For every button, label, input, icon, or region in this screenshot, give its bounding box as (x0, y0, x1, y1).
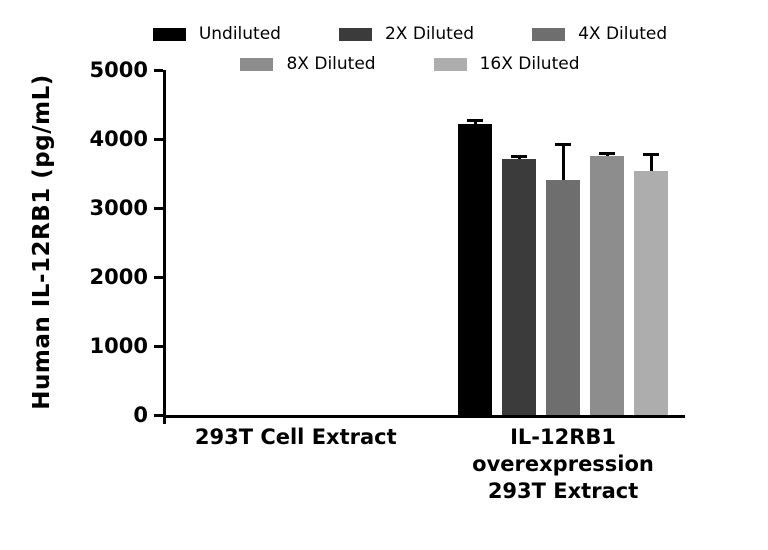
y-tick-label: 3000 (89, 196, 148, 220)
y-tick-mark (154, 275, 163, 279)
y-tick-mark (154, 68, 163, 72)
legend-label: 8X Diluted (286, 54, 376, 74)
legend-item-undiluted: Undiluted (152, 24, 281, 44)
y-axis-line (163, 70, 166, 424)
legend-swatch-16x-diluted (433, 57, 467, 71)
legend-row: Undiluted 2X Diluted 4X Diluted (152, 24, 667, 44)
error-bar-line (649, 154, 653, 171)
legend-swatch-4x-diluted (532, 27, 566, 41)
x-category-label-line: overexpression (472, 452, 654, 476)
error-bar-line (561, 143, 565, 181)
x-axis-line (163, 415, 685, 418)
legend-label: 2X Diluted (384, 24, 475, 44)
error-bar-cap (467, 118, 484, 122)
legend-item-2x-diluted: 2X Diluted (338, 24, 475, 44)
legend-swatch-8x-diluted (240, 57, 274, 71)
legend-label: 4X Diluted (578, 24, 668, 44)
legend-label: Undiluted (198, 24, 281, 44)
bar-8x-diluted (590, 155, 625, 415)
y-tick-label: 0 (133, 403, 148, 427)
x-category-label-line: 293T Cell Extract (194, 425, 397, 449)
bar-16x-diluted (634, 170, 669, 415)
chart-legend: Undiluted 2X Diluted 4X Diluted 8X Diluted 1… (120, 24, 700, 74)
error-bar-cap (555, 142, 572, 146)
error-bar-cap (599, 152, 616, 156)
bar-4x-diluted (546, 180, 581, 415)
x-category-label: IL-12RB1 overexpression 293T Extract (423, 424, 703, 505)
legend-swatch-2x-diluted (338, 27, 372, 41)
x-category-label: 293T Cell Extract (156, 424, 436, 451)
y-tick-label: 1000 (89, 334, 148, 358)
bar-2x-diluted (502, 159, 537, 415)
y-tick-label: 2000 (89, 265, 148, 289)
legend-label: 16X Diluted (479, 54, 580, 74)
bar-undiluted (458, 123, 493, 415)
error-bar-cap (643, 153, 660, 157)
x-category-label-line: 293T Extract (487, 479, 639, 503)
legend-row: 8X Diluted 16X Diluted (240, 54, 580, 74)
y-tick-label: 5000 (89, 58, 148, 82)
y-axis-title: Human IL-12RB1 (pg/mL) (29, 74, 55, 410)
y-tick-label: 4000 (89, 127, 148, 151)
legend-item-8x-diluted: 8X Diluted (240, 54, 376, 74)
y-tick-mark (154, 206, 163, 210)
error-bar-line (473, 119, 477, 124)
legend-item-16x-diluted: 16X Diluted (433, 54, 580, 74)
legend-item-4x-diluted: 4X Diluted (532, 24, 667, 44)
legend-swatch-undiluted (152, 27, 186, 41)
y-tick-mark (154, 413, 163, 417)
x-category-label-line: IL-12RB1 (510, 425, 616, 449)
y-tick-mark (154, 137, 163, 141)
error-bar-cap (511, 154, 528, 158)
y-tick-mark (154, 344, 163, 348)
